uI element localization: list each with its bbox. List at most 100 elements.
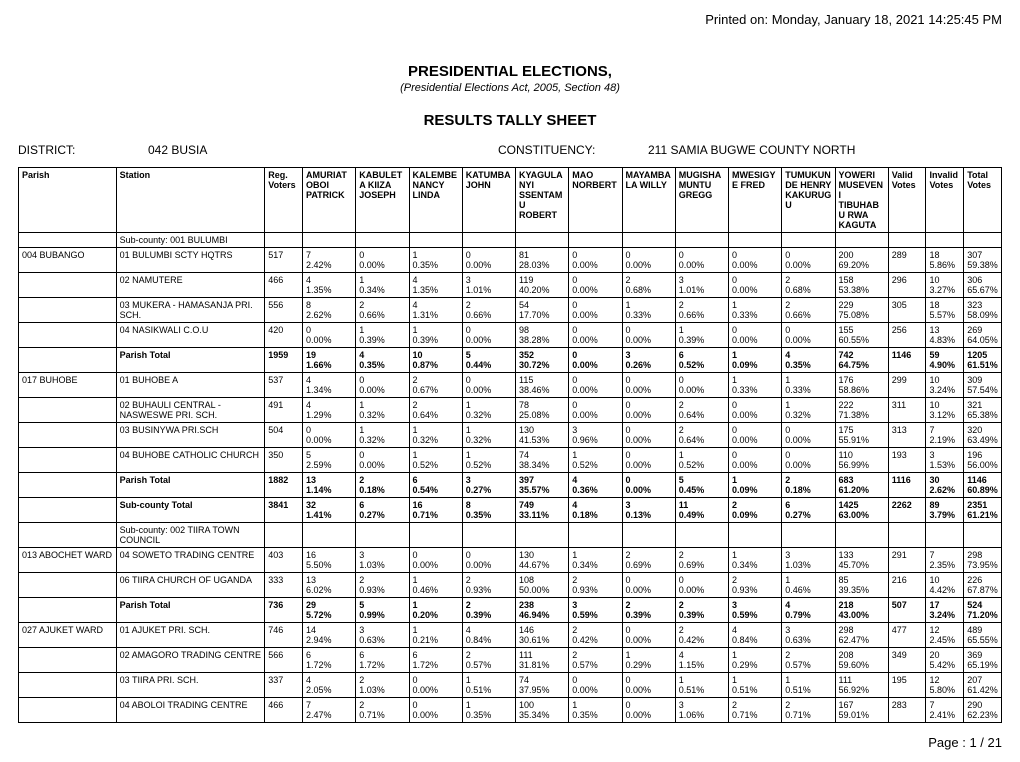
cell-pct: 39.35% — [839, 585, 885, 595]
cell-pct: 1.34% — [306, 385, 352, 395]
cell-votes: 59 — [929, 350, 960, 360]
cell-candidate: 20.42% — [675, 623, 728, 648]
cell-candidate: 31.06% — [675, 698, 728, 723]
cell-votes: 0 — [626, 325, 672, 335]
cell-votes: 4 — [572, 500, 618, 510]
cell-candidate: 15560.55% — [835, 323, 888, 348]
cell-votes: 2 — [572, 575, 618, 585]
col-total: Total Votes — [964, 168, 1002, 233]
cell-pct: 41.53% — [519, 435, 565, 445]
cell-votes: 2 — [466, 575, 512, 585]
cell-pct: 5.57% — [929, 310, 960, 320]
cell-votes: 4 — [306, 400, 352, 410]
cell-candidate: 00.00% — [729, 323, 782, 348]
cell-candidate: 7438.34% — [516, 448, 569, 473]
cell-candidate: 20.57% — [782, 648, 835, 673]
cell-total: 235161.21% — [964, 498, 1002, 523]
cell-candidate: 10850.00% — [516, 573, 569, 598]
cell-reg-voters: 337 — [265, 673, 303, 698]
cell-candidate: 41.29% — [303, 398, 356, 423]
cell-candidate: 00.00% — [409, 548, 462, 573]
cell-pct: 0.33% — [732, 310, 778, 320]
cell-total: 36965.19% — [964, 648, 1002, 673]
cell-votes: 2 — [359, 700, 405, 710]
cell-votes: 5 — [679, 475, 725, 485]
cell-votes: 0 — [679, 575, 725, 585]
cell-pct: 46.94% — [519, 610, 565, 620]
cell-candidate: 30.63% — [356, 623, 409, 648]
cell-candidate: 60.52% — [675, 348, 728, 373]
cell-candidate: 00.00% — [462, 248, 515, 273]
cell-votes: 2 — [679, 425, 725, 435]
cell-candidate: 40.35% — [782, 348, 835, 373]
cell-total: 52471.20% — [964, 598, 1002, 623]
cell-candidate: 20.39% — [462, 598, 515, 623]
cell-pct: 5.42% — [929, 660, 960, 670]
cell-votes: 6 — [413, 650, 459, 660]
cell-pct: 0.00% — [626, 710, 672, 720]
cell-candidate: 31.01% — [675, 273, 728, 298]
cell-votes: 29 — [306, 600, 352, 610]
cell-candidate: 00.00% — [729, 398, 782, 423]
cell-candidate: 10.35% — [569, 698, 622, 723]
cell-pct: 59.01% — [839, 710, 885, 720]
cell-candidate: 74264.75% — [835, 348, 888, 373]
cell-pct: 25.08% — [519, 410, 565, 420]
cell-candidate: 80.35% — [462, 498, 515, 523]
cell-pct: 1.53% — [929, 460, 960, 470]
cell-valid: 1116 — [888, 473, 926, 498]
cell-candidate: 00.00% — [569, 323, 622, 348]
cell-pct: 28.03% — [519, 260, 565, 270]
cell-candidate: 20.64% — [675, 423, 728, 448]
cell-pct: 56.92% — [839, 685, 885, 695]
cell-pct: 0.00% — [359, 460, 405, 470]
table-row: Parish Total1882131.14%20.18%60.54%30.27… — [19, 473, 1002, 498]
cell-pct: 2.42% — [306, 260, 352, 270]
cell-candidate: 10.33% — [782, 373, 835, 398]
cell-votes: 81 — [519, 250, 565, 260]
cell-station: 04 ABOLOI TRADING CENTRE — [116, 698, 265, 723]
cell-pct: 0.96% — [572, 435, 618, 445]
cell-pct: 0.39% — [413, 335, 459, 345]
cell-pct: 2.45% — [929, 635, 960, 645]
cell-candidate: 20.57% — [462, 648, 515, 673]
cell-votes: 0 — [413, 700, 459, 710]
cell-candidate: 00.00% — [622, 673, 675, 698]
cell-pct: 62.47% — [839, 635, 885, 645]
cell-candidate: 7825.08% — [516, 398, 569, 423]
cell-pct: 60.89% — [967, 485, 998, 495]
print-timestamp: Printed on: Monday, January 18, 2021 14:… — [18, 12, 1002, 27]
cell-pct: 0.93% — [466, 585, 512, 595]
cell-votes: 4 — [306, 675, 352, 685]
cell-candidate: 50.44% — [462, 348, 515, 373]
header-row: DISTRICT: 042 BUSIA CONSTITUENCY: 211 SA… — [18, 143, 1002, 157]
table-row: 04 ABOLOI TRADING CENTRE46672.47%20.71%0… — [19, 698, 1002, 723]
cell-pct: 0.00% — [466, 385, 512, 395]
cell-votes: 158 — [839, 275, 885, 285]
cell-station: Parish Total — [116, 348, 265, 373]
cell-pct: 0.00% — [572, 685, 618, 695]
cell-votes: 1 — [466, 675, 512, 685]
cell-pct: 0.39% — [679, 610, 725, 620]
cell-pct: 0.32% — [785, 410, 831, 420]
cell-votes: 5 — [359, 600, 405, 610]
cell-parish — [19, 648, 117, 673]
cell-votes: 0 — [413, 675, 459, 685]
cell-pct: 0.00% — [572, 360, 618, 370]
cell-pct: 5.86% — [929, 260, 960, 270]
cell-invalid: 122.45% — [926, 623, 964, 648]
cell-pct: 2.19% — [929, 435, 960, 445]
cell-candidate: 00.00% — [622, 248, 675, 273]
cell-candidate: 20.57% — [569, 648, 622, 673]
cell-votes: 1 — [413, 450, 459, 460]
cell-candidate: 20.09% — [729, 498, 782, 523]
cell-votes: 119 — [519, 275, 565, 285]
table-row: 06 TIIRA CHURCH OF UGANDA333136.02%20.93… — [19, 573, 1002, 598]
cell-empty — [265, 523, 303, 548]
cell-votes: 306 — [967, 275, 998, 285]
cell-votes: 1 — [359, 425, 405, 435]
cell-votes: 7 — [306, 700, 352, 710]
cell-candidate: 60.27% — [356, 498, 409, 523]
cell-votes: 1 — [732, 650, 778, 660]
cell-votes: 1 — [413, 425, 459, 435]
